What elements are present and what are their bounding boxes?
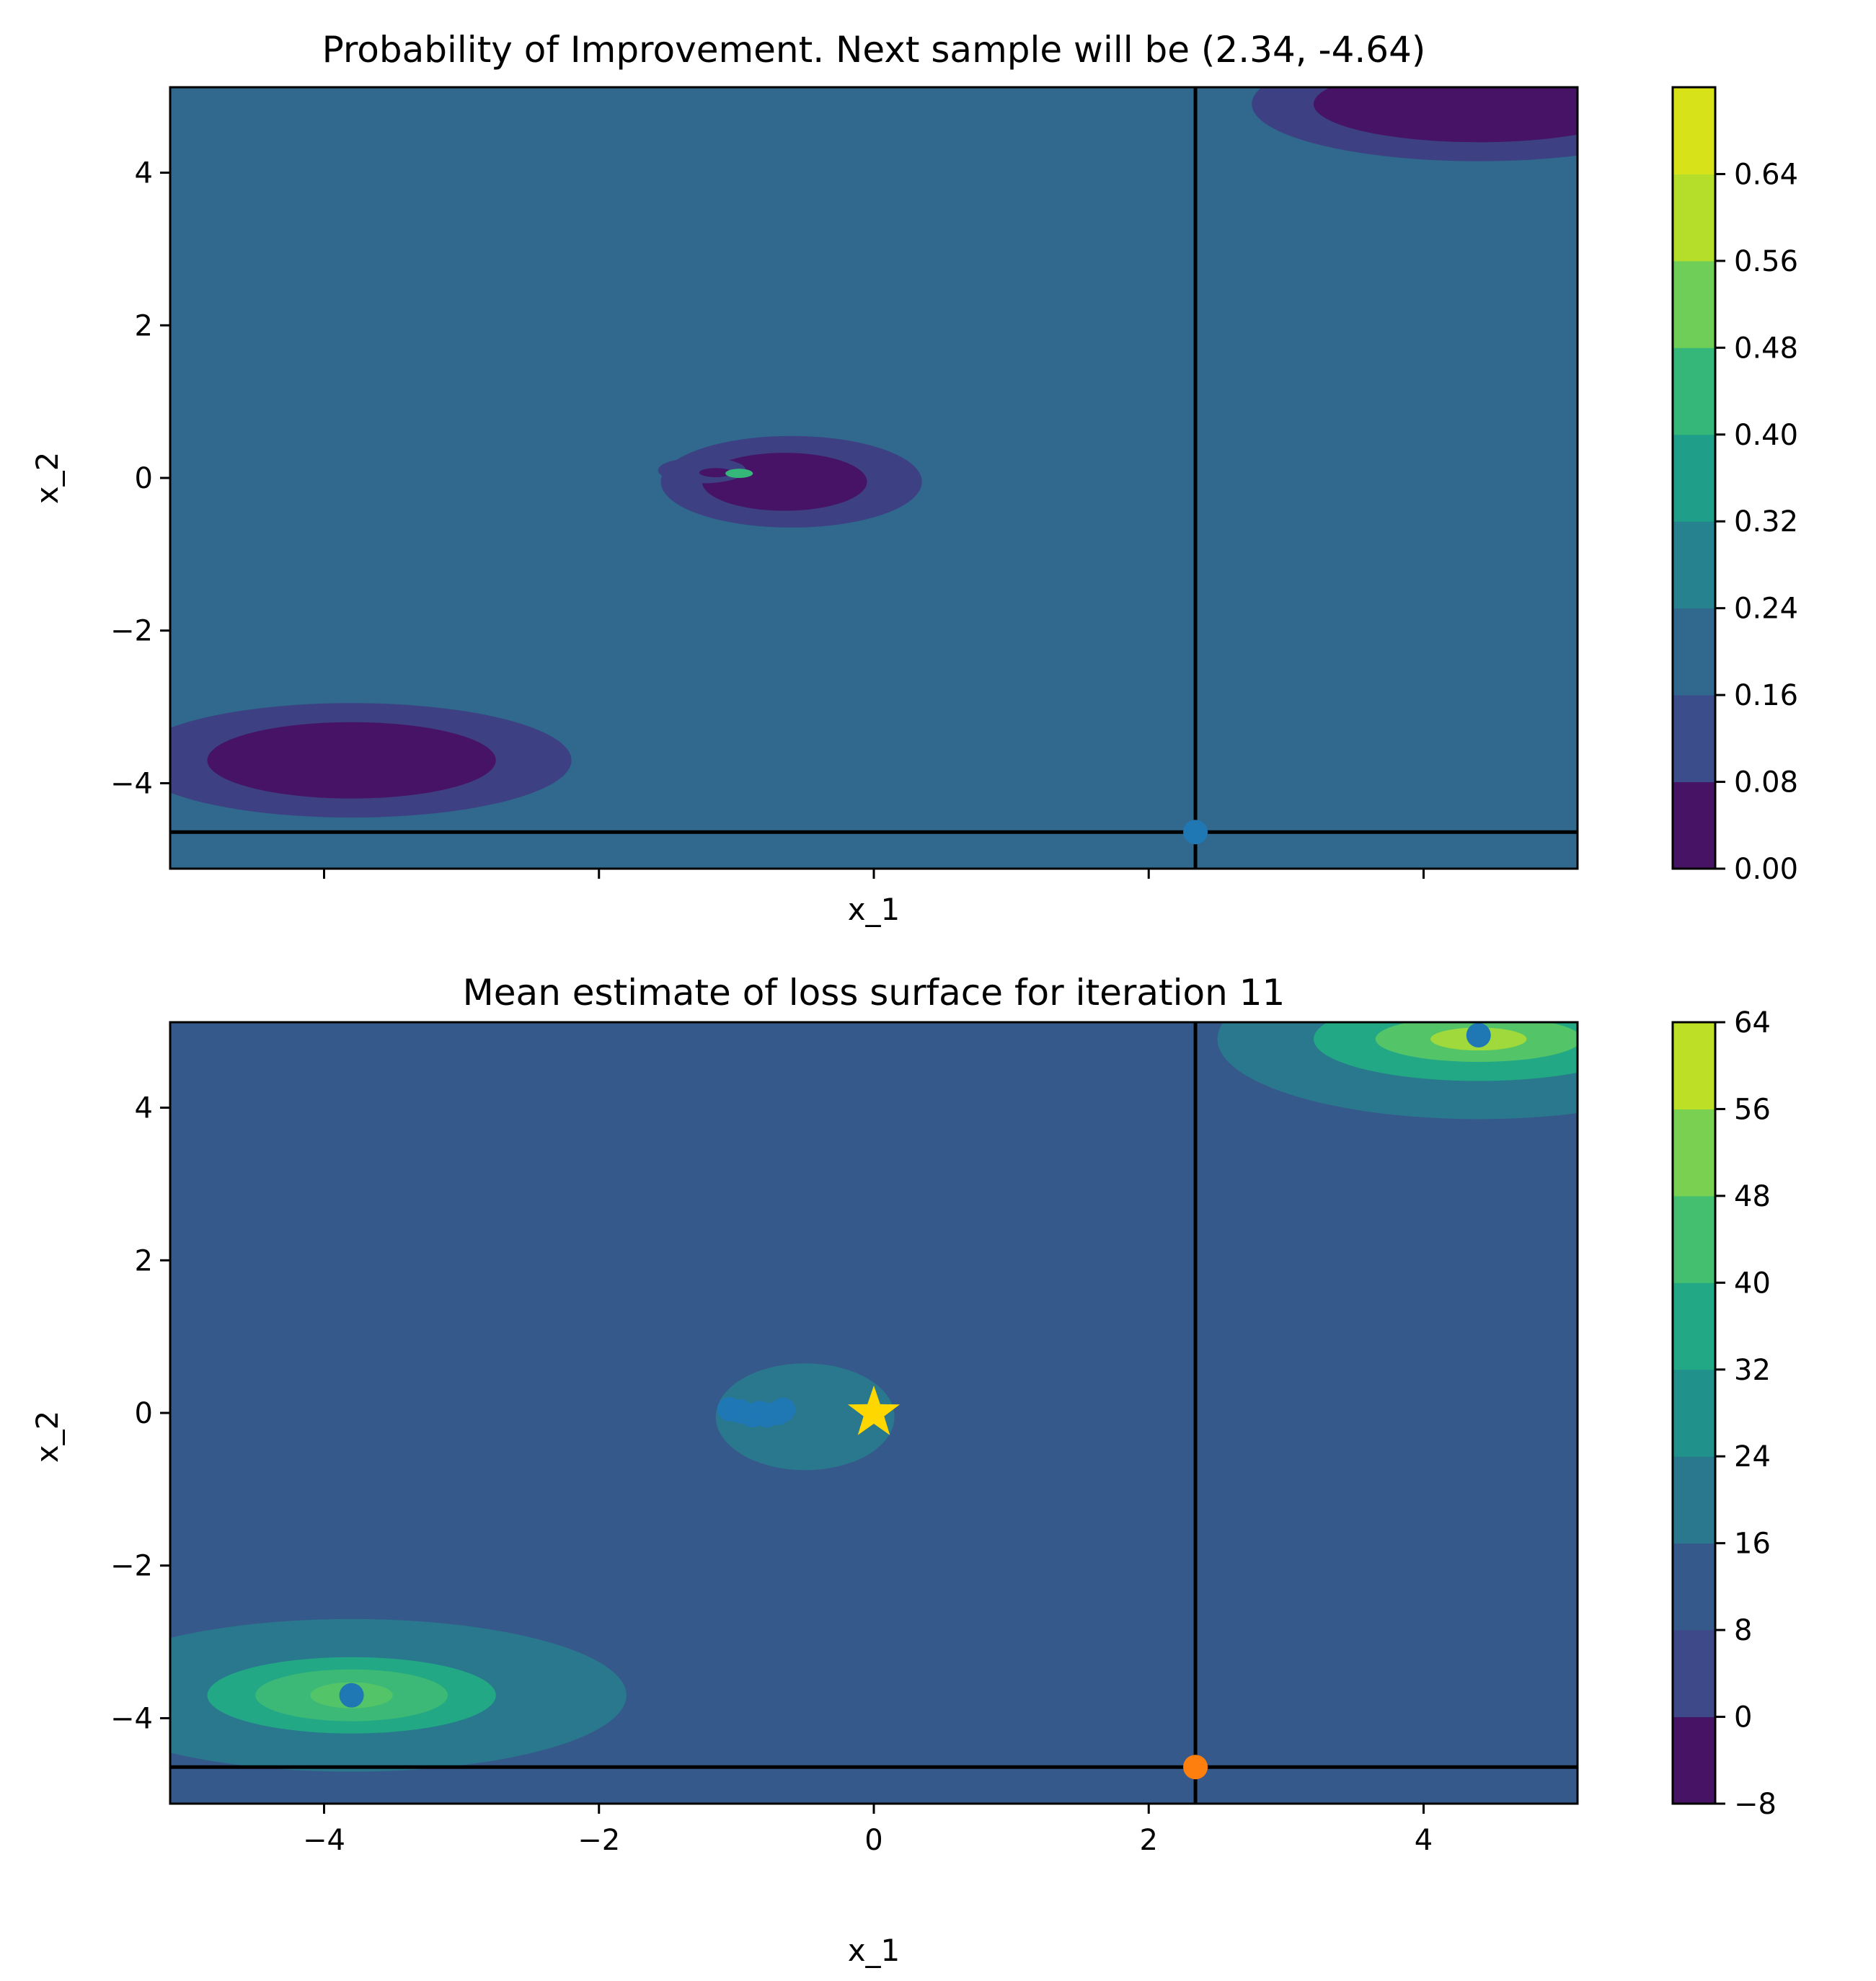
contour-region — [725, 469, 753, 478]
colorbar-tick-label: 0.32 — [1734, 505, 1798, 539]
probability-of-improvement-panel: Probability of Improvement. Next sample … — [30, 29, 1798, 927]
colorbar-tick-label: 0.16 — [1734, 679, 1798, 712]
colorbar-tick-label: 32 — [1734, 1354, 1771, 1387]
colorbar-tick-label: 56 — [1734, 1093, 1771, 1126]
y-tick-label: −2 — [110, 1550, 153, 1583]
colorbar-band — [1673, 1195, 1715, 1283]
colorbar-band — [1673, 1369, 1715, 1457]
colorbar-band — [1673, 608, 1715, 696]
contour-region — [207, 722, 496, 799]
y-tick-label: 4 — [135, 157, 153, 190]
colorbar-tick-label: 0.08 — [1734, 766, 1798, 799]
colorbar-band — [1673, 87, 1715, 174]
x-tick-label: 0 — [864, 1824, 882, 1857]
colorbar-tick-label: 0.56 — [1734, 245, 1798, 278]
x-tick-label: 4 — [1415, 1824, 1433, 1857]
colorbar-band — [1673, 1543, 1715, 1631]
colorbar-band — [1673, 695, 1715, 783]
colorbar-tick-label: 8 — [1734, 1614, 1752, 1647]
plot-area — [170, 1022, 1578, 1804]
y-tick-label: 2 — [135, 309, 153, 342]
plot-area — [170, 87, 1578, 869]
colorbar-band — [1673, 1022, 1715, 1109]
y-tick-label: 4 — [135, 1092, 153, 1125]
colorbar-tick-label: 0.24 — [1734, 593, 1798, 626]
colorbar-band — [1673, 347, 1715, 435]
colorbar-tick-label: 0.40 — [1734, 419, 1798, 452]
y-tick-label: −4 — [110, 767, 153, 800]
colorbar-tick-label: 0.00 — [1734, 853, 1798, 886]
y-axis-label: x_2 — [30, 1411, 65, 1463]
x-tick-label: 2 — [1140, 1824, 1158, 1857]
colorbar-band — [1673, 781, 1715, 869]
colorbar-tick-label: −8 — [1734, 1788, 1777, 1821]
chart-title: Probability of Improvement. Next sample … — [322, 29, 1426, 71]
colorbar-band — [1673, 1456, 1715, 1544]
y-tick-label: −2 — [110, 615, 153, 648]
sample-point — [1183, 820, 1208, 845]
contour-region — [1314, 87, 1578, 143]
colorbar-frame — [1671, 1021, 1717, 1805]
colorbar-tick-label: 48 — [1734, 1180, 1771, 1213]
y-axis-label: x_2 — [30, 452, 65, 505]
colorbar-band — [1673, 1282, 1715, 1370]
optimum-star-marker — [847, 1386, 901, 1435]
sample-point — [771, 1397, 796, 1422]
contour-region — [715, 1363, 895, 1471]
x-axis-label: x_1 — [848, 1933, 901, 1968]
colorbar-frame — [1671, 86, 1717, 870]
x-axis-label: x_1 — [848, 892, 901, 927]
colorbar-band — [1673, 1109, 1715, 1197]
colorbar-tick-label: 24 — [1734, 1440, 1771, 1473]
x-tick-label: −4 — [303, 1824, 345, 1857]
colorbar-band — [1673, 1716, 1715, 1804]
colorbar-tick-label: 16 — [1734, 1528, 1771, 1561]
sample-point — [339, 1683, 364, 1708]
y-tick-label: 2 — [135, 1244, 153, 1277]
sample-point — [1183, 1755, 1208, 1780]
y-tick-label: 0 — [135, 1397, 153, 1430]
y-tick-label: −4 — [110, 1702, 153, 1735]
colorbar-tick-label: 0 — [1734, 1701, 1752, 1734]
colorbar-band — [1673, 174, 1715, 262]
colorbar-band — [1673, 521, 1715, 609]
x-tick-label: −2 — [578, 1824, 620, 1857]
colorbar-tick-label: 0.64 — [1734, 158, 1798, 191]
mean-loss-surface-panel: Mean estimate of loss surface for iterat… — [30, 972, 1777, 1968]
sample-point — [1466, 1022, 1491, 1047]
y-tick-label: 0 — [135, 462, 153, 495]
colorbar-band — [1673, 434, 1715, 522]
colorbar-band — [1673, 260, 1715, 348]
colorbar-tick-label: 40 — [1734, 1267, 1771, 1300]
contour-region — [699, 468, 733, 477]
colorbar-band — [1673, 1630, 1715, 1718]
colorbar-tick-label: 0.48 — [1734, 332, 1798, 365]
chart-title: Mean estimate of loss surface for iterat… — [463, 972, 1286, 1014]
colorbar-tick-label: 64 — [1734, 1006, 1771, 1040]
